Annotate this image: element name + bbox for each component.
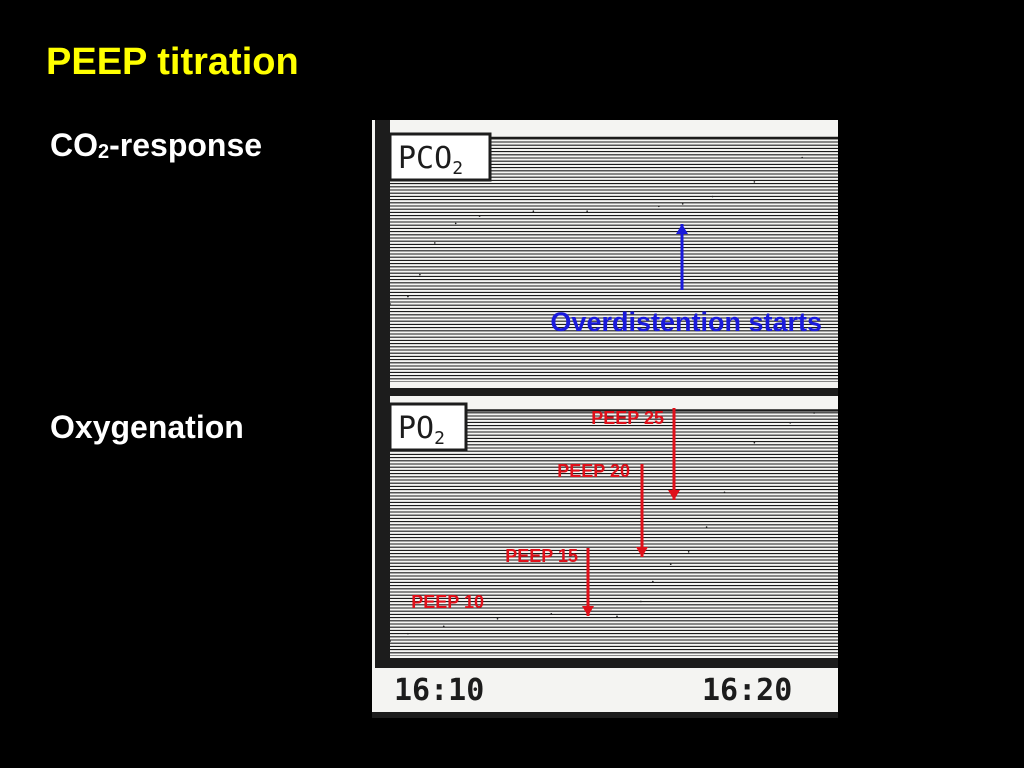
peep-15-label: PEEP 15 <box>505 546 578 566</box>
overdistention-arrow-head <box>676 224 688 234</box>
pco2-data-point <box>753 181 756 183</box>
po2-left-border <box>375 396 390 658</box>
pco2-label-text: PCO <box>398 141 452 176</box>
po2-label-text: PO <box>398 411 434 446</box>
monitor-recording-figure: PCO2 PO2 16:10 16:20 Overdistention star… <box>372 120 838 718</box>
po2-data-point <box>652 580 654 583</box>
po2-data-point <box>616 615 618 618</box>
pco2-area-trace <box>389 136 838 382</box>
peep-25-label: PEEP 25 <box>591 408 664 428</box>
po2-data-point <box>640 600 642 603</box>
po2-data-point <box>723 491 726 494</box>
po2-data-point <box>789 422 792 424</box>
slide-title: PEEP titration <box>46 41 299 83</box>
po2-data-point <box>389 640 391 642</box>
svg-text:PCO2: PCO2 <box>398 141 463 179</box>
co2-label-suffix: -response <box>109 127 263 163</box>
po2-data-point <box>813 412 815 414</box>
po2-data-point <box>705 526 708 528</box>
annotations-layer: Overdistention starts PEEP 10 PEEP 15 PEEP … <box>411 224 822 616</box>
pco2-area-hatch <box>390 138 838 382</box>
pco2-panel-label: PCO2 <box>388 132 492 182</box>
po2-data-point <box>407 632 409 635</box>
x-tick-label-1620: 16:20 <box>702 673 792 708</box>
pco2-data-point <box>801 156 803 159</box>
pco2-data-point <box>586 210 588 212</box>
oxygenation-label: Oxygenation <box>50 409 244 445</box>
peep-20-label: PEEP 20 <box>557 461 630 481</box>
pco2-data-point <box>389 303 391 305</box>
pco2-left-border <box>375 120 390 388</box>
figure-bottom-border <box>372 712 838 718</box>
pco2-label-subscript: 2 <box>452 158 463 179</box>
x-tick-label-1610: 16:10 <box>394 673 484 708</box>
pco2-data-point <box>478 215 481 217</box>
pco2-data-point <box>658 205 660 208</box>
co2-label-prefix: CO <box>50 127 98 163</box>
monitor-recording-svg: PCO2 PO2 16:10 16:20 Overdistention star… <box>372 120 838 718</box>
po2-label-subscript: 2 <box>434 428 445 449</box>
pco2-data-point <box>419 273 421 276</box>
po2-bottom-border <box>375 658 838 668</box>
po2-data-point <box>669 563 672 566</box>
co2-label-subscript: 2 <box>98 141 110 163</box>
pco2-data-point <box>454 222 457 225</box>
peep-25-arrow-head <box>668 490 680 500</box>
pco2-data-point <box>711 195 714 198</box>
panel-divider <box>375 388 838 396</box>
po2-panel-label: PO2 <box>388 402 468 452</box>
pco2-data-point <box>532 210 535 212</box>
po2-data-point <box>496 618 499 620</box>
pco2-data-point <box>837 137 838 139</box>
po2-data-point <box>837 409 838 412</box>
overdistention-starts-label: Overdistention starts <box>550 307 822 337</box>
po2-data-point <box>687 551 690 553</box>
peep-15-arrow-head <box>582 606 594 616</box>
po2-data-point <box>550 613 553 615</box>
peep-20-arrow-head <box>636 547 648 557</box>
co2-response-label: CO2-response <box>50 127 263 163</box>
po2-data-point <box>753 441 756 444</box>
pco2-data-point <box>407 295 409 298</box>
po2-data-point <box>442 625 445 628</box>
pco2-data-point <box>434 242 436 244</box>
pco2-data-point <box>681 203 684 205</box>
svg-text:PO2: PO2 <box>398 411 445 449</box>
peep-10-label: PEEP 10 <box>411 592 484 612</box>
